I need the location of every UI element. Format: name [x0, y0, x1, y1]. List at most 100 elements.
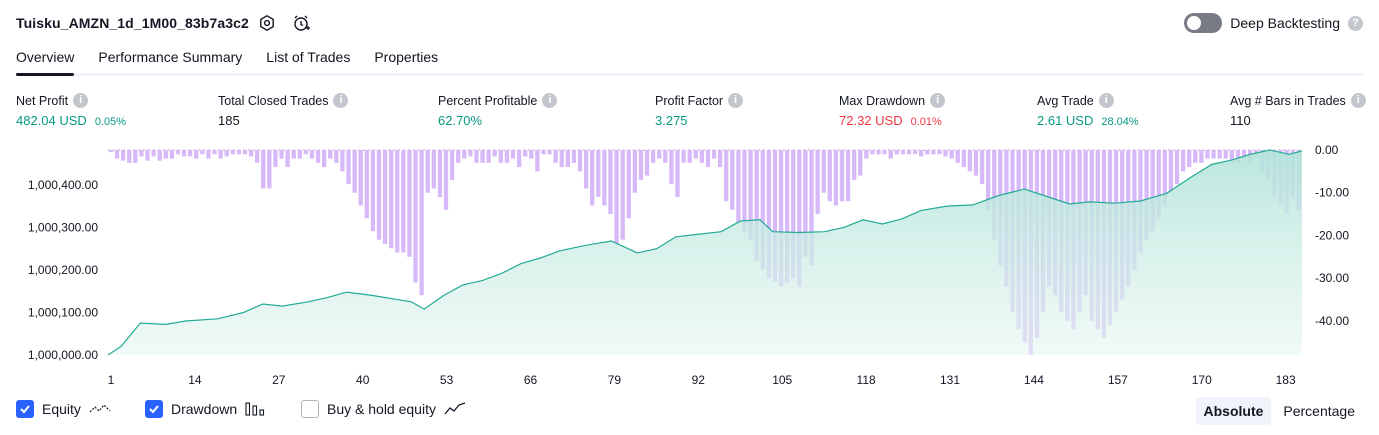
- drawdown-bar: [828, 150, 832, 201]
- drawdown-bar: [139, 150, 143, 156]
- drawdown-bar: [450, 150, 454, 180]
- drawdown-bar: [742, 150, 746, 231]
- drawdown-bar: [535, 150, 539, 171]
- drawdown-bar: [121, 150, 125, 161]
- percentage-button[interactable]: Percentage: [1275, 397, 1363, 425]
- drawdown-bar: [931, 150, 935, 154]
- drawdown-bar: [133, 150, 137, 163]
- metric-value: 110: [1230, 113, 1251, 128]
- tab-performance-summary[interactable]: Performance Summary: [98, 44, 242, 73]
- alarm-icon[interactable]: [291, 13, 311, 33]
- drawdown-bar: [194, 150, 198, 159]
- legend-label: Buy & hold equity: [327, 401, 436, 417]
- drawdown-bar: [706, 150, 710, 167]
- drawdown-bar: [395, 150, 399, 253]
- drawdown-bar: [949, 150, 953, 159]
- drawdown-bar: [523, 150, 527, 156]
- metric-label: Avg # Bars in Trades: [1230, 94, 1346, 108]
- info-icon[interactable]: i: [930, 93, 945, 108]
- drawdown-bar: [383, 150, 387, 244]
- drawdown-bar: [1193, 150, 1197, 163]
- strategy-title: Tuisku_AMZN_1d_1M00_83b7a3c2: [16, 15, 249, 31]
- drawdown-bar: [255, 150, 259, 163]
- drawdown-bar: [468, 150, 472, 156]
- tab-overview[interactable]: Overview: [16, 44, 74, 73]
- drawdown-bar: [919, 150, 923, 156]
- drawdown-bar: [127, 150, 131, 163]
- x-axis-tick-label: 144: [1024, 373, 1044, 387]
- info-icon[interactable]: i: [728, 93, 743, 108]
- info-icon[interactable]: i: [1351, 93, 1366, 108]
- x-axis-tick-label: 131: [940, 373, 960, 387]
- drawdown-legend-icon: [245, 402, 265, 416]
- left-axis-tick-label: 1,000,000.00: [28, 348, 98, 362]
- x-axis-tick-label: 79: [608, 373, 622, 387]
- drawdown-bar: [304, 150, 308, 154]
- drawdown-bar: [822, 150, 826, 193]
- drawdown-bar: [834, 150, 838, 206]
- drawdown-bar: [901, 150, 905, 154]
- info-icon[interactable]: i: [1099, 93, 1114, 108]
- x-axis-tick-label: 14: [188, 373, 202, 387]
- drawdown-bar: [237, 150, 241, 154]
- info-icon[interactable]: i: [542, 93, 557, 108]
- equity-checkbox[interactable]: [16, 400, 34, 418]
- drawdown-bar: [675, 150, 679, 197]
- drawdown-bar: [115, 150, 119, 159]
- equity-drawdown-chart[interactable]: 1,000,000.00 1,000,100.00 1,000,200.00 1,00…: [0, 140, 1379, 390]
- right-axis-tick-label: -40.00: [1315, 314, 1349, 328]
- drawdown-bar: [389, 150, 393, 248]
- drawdown-bar: [712, 150, 716, 159]
- drawdown-bar: [718, 150, 722, 167]
- drawdown-bar: [560, 150, 564, 167]
- drawdown-bar: [243, 150, 247, 154]
- drawdown-bar: [249, 150, 253, 156]
- drawdown-bar: [925, 150, 929, 154]
- drawdown-bar: [937, 150, 941, 154]
- drawdown-bar: [968, 150, 972, 171]
- metric-profit-factor: Profit Factor i 3.275: [655, 93, 743, 128]
- drawdown-bar: [231, 150, 235, 154]
- absolute-button[interactable]: Absolute: [1196, 397, 1272, 425]
- x-axis-tick-label: 53: [440, 373, 454, 387]
- drawdown-bar: [1181, 150, 1185, 171]
- drawdown-bar: [554, 150, 558, 163]
- tab-properties[interactable]: Properties: [374, 44, 438, 73]
- drawdown-bar: [566, 150, 570, 167]
- drawdown-bar: [456, 150, 460, 163]
- drawdown-bar: [1175, 150, 1179, 184]
- drawdown-bar: [322, 150, 326, 167]
- settings-icon[interactable]: [257, 13, 277, 33]
- drawdown-bar: [1218, 150, 1222, 159]
- drawdown-bar: [815, 150, 819, 214]
- drawdown-bar: [206, 150, 210, 159]
- deep-backtesting-toggle[interactable]: [1184, 13, 1222, 33]
- buy-hold-checkbox[interactable]: [301, 400, 319, 418]
- info-icon[interactable]: i: [73, 93, 88, 108]
- metric-value: 3.275: [655, 113, 688, 128]
- drawdown-bar: [200, 150, 204, 154]
- help-icon[interactable]: ?: [1348, 16, 1363, 31]
- drawdown-bar: [663, 150, 667, 163]
- drawdown-bar: [913, 150, 917, 154]
- drawdown-bar: [401, 150, 405, 253]
- drawdown-bar: [109, 150, 113, 152]
- x-axis-tick-label: 40: [356, 373, 370, 387]
- tab-list-of-trades[interactable]: List of Trades: [266, 44, 350, 73]
- metric-value: 2.61 USD: [1037, 113, 1093, 128]
- drawdown-bar: [688, 150, 692, 163]
- metric-total-closed-trades: Total Closed Trades i 185: [218, 93, 348, 128]
- drawdown-bar: [956, 150, 960, 163]
- drawdown-bar: [852, 150, 856, 180]
- drawdown-checkbox[interactable]: [145, 400, 163, 418]
- metric-percent: 0.01%: [911, 116, 942, 128]
- left-axis-tick-label: 1,000,100.00: [28, 305, 98, 319]
- x-axis: 1 14 27 40 53 66 79 92 105 118 131 144 157 170 183: [108, 373, 1296, 387]
- drawdown-bar: [316, 150, 320, 163]
- drawdown-bar: [700, 150, 704, 163]
- drawdown-bar: [627, 150, 631, 218]
- drawdown-bar: [334, 150, 338, 163]
- drawdown-bar: [365, 150, 369, 218]
- metric-value: 482.04 USD: [16, 113, 87, 128]
- info-icon[interactable]: i: [333, 93, 348, 108]
